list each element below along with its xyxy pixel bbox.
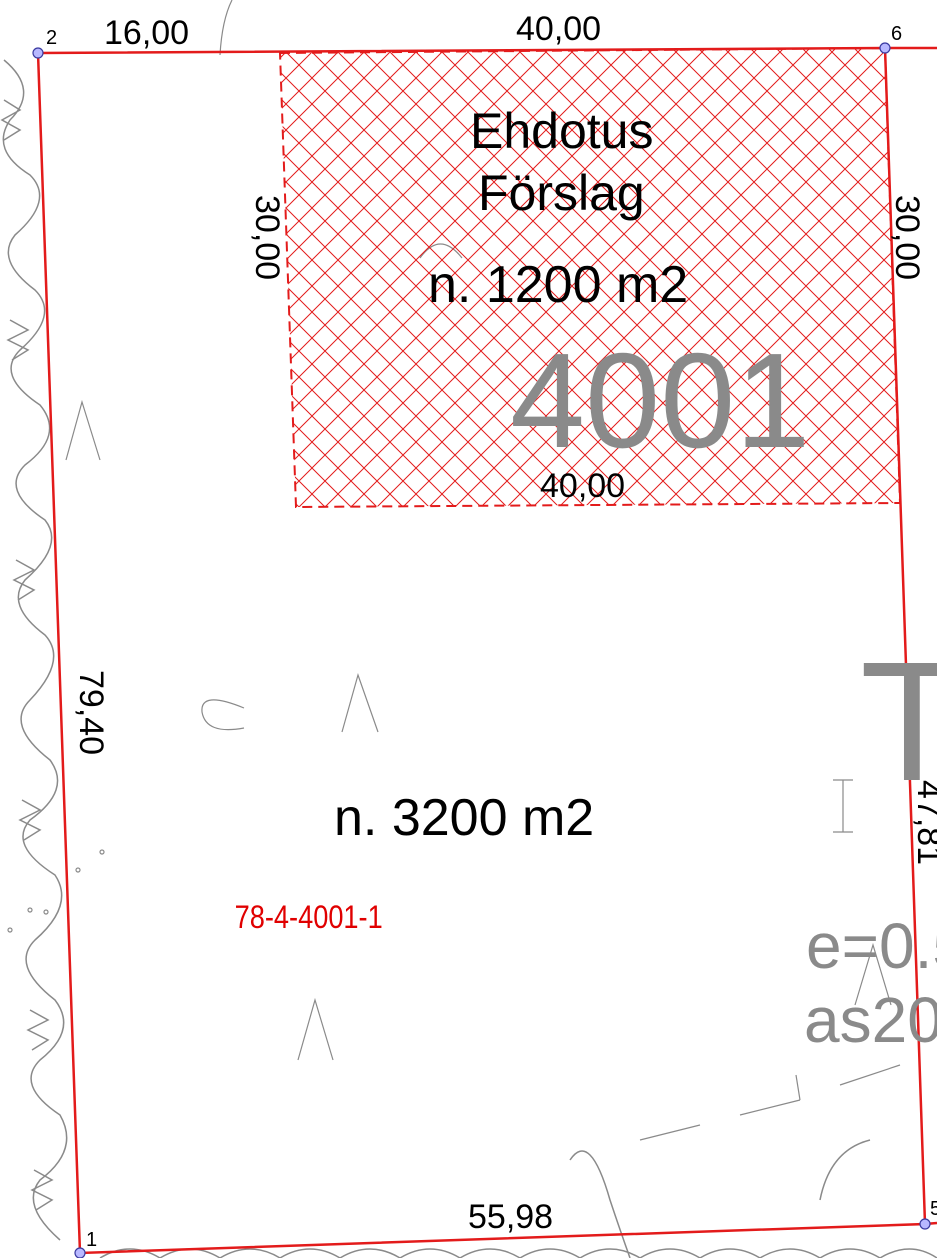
dimension-proposal-left: 30,00 (248, 195, 286, 280)
corner-point-5[interactable] (919, 1218, 931, 1230)
total-area-label: n. 3200 m2 (334, 789, 594, 847)
dimension-top-left: 16,00 (104, 14, 189, 52)
dimension-left: 79,40 (72, 670, 110, 755)
corner-point-2[interactable] (32, 47, 44, 59)
block-number: 4001 (510, 325, 810, 476)
proposal-title-fi: Ehdotus (470, 103, 653, 159)
proposal-area-label: n. 1200 m2 (428, 256, 688, 314)
zoning-letter: T (860, 627, 937, 817)
corner-number-5: 5 (930, 1198, 937, 1220)
corner-point-6[interactable] (879, 42, 891, 54)
proposal-title-sv: Förslag (478, 165, 645, 221)
zoning-efficiency: e=0.5 (806, 910, 937, 982)
corner-points (32, 42, 931, 1258)
dimension-bottom: 55,98 (468, 1198, 553, 1236)
dimension-right: 30,00 (888, 195, 926, 280)
vegetation-symbol-left (0, 59, 68, 1241)
corner-number-6: 6 (891, 23, 902, 45)
corner-point-1[interactable] (74, 1247, 86, 1258)
dimension-right-lower: 47,81 (910, 780, 937, 865)
dimension-top: 40,00 (516, 10, 601, 48)
parcel-id: 78-4-4001-1 (235, 900, 383, 936)
dimension-proposal-bottom: 40,00 (540, 467, 625, 505)
corner-number-1: 1 (86, 1229, 97, 1251)
zoning-code: as20 (804, 984, 937, 1056)
terrain-marks (7, 0, 901, 1141)
corner-number-2: 2 (46, 27, 57, 49)
